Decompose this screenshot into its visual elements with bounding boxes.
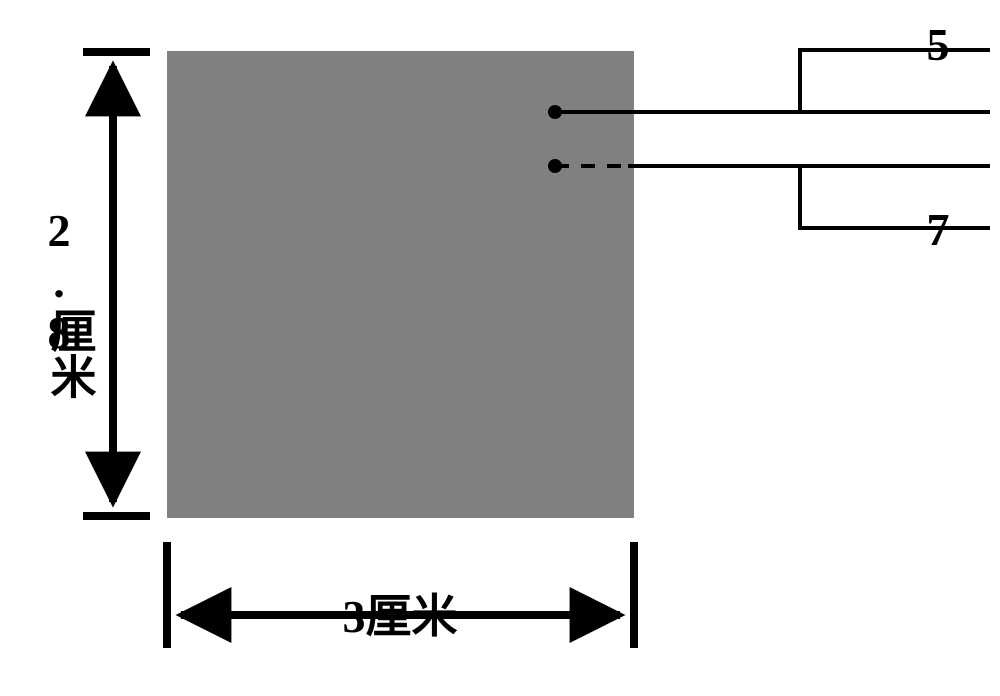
diagram-canvas: 5 7 2.8 厘米 3厘米 [0,0,1000,696]
sample-square [167,51,634,518]
callout-7-elbow [800,166,990,228]
dim-vertical: 2.8 厘米 [34,52,151,516]
callout-5-elbow [800,50,990,112]
dim-vert-unit: 厘米 [45,307,97,399]
callout-5-label: 5 [927,19,950,70]
dim-horiz-value: 3 [343,591,366,642]
dim-horiz-text: 3厘米 [343,591,458,642]
callout-7-label: 7 [927,204,950,255]
dim-horiz-unit: 厘米 [366,591,458,642]
dim-horizontal: 3厘米 [167,542,634,648]
